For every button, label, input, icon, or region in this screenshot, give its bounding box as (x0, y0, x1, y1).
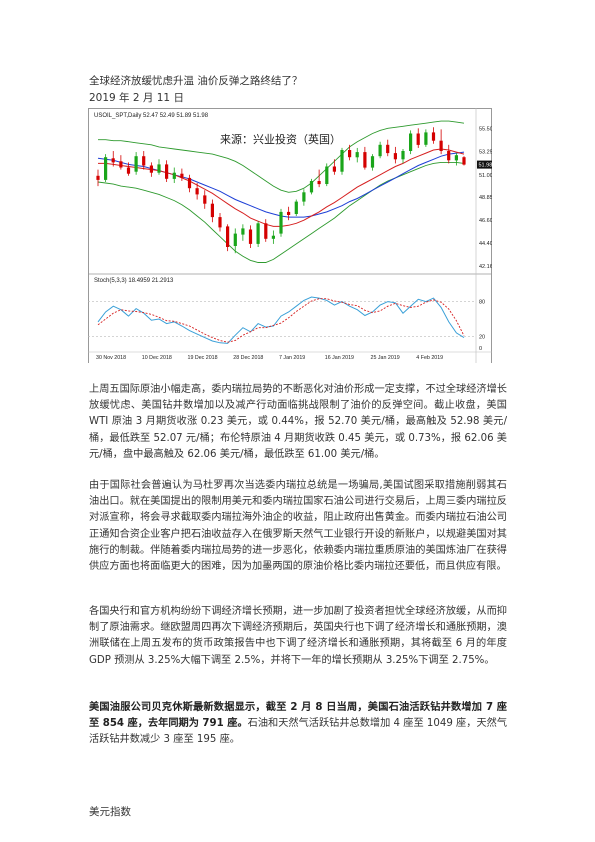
price-tick-label: 48.85 (479, 195, 492, 201)
candle-body (287, 211, 291, 215)
candle-body (203, 195, 207, 204)
candle-body (149, 165, 153, 173)
article-headline: 全球经济放缓忧虑升温 油价反弹之路终结了？ (89, 75, 303, 87)
price-tick-label: 55.50 (479, 126, 492, 132)
date-tick-label: 16 Jan 2019 (325, 355, 354, 361)
candle-body (271, 235, 275, 239)
candle-body (363, 152, 367, 168)
price-tick-label: 46.60 (479, 218, 492, 224)
candle-body (119, 161, 123, 168)
chart-frame (88, 108, 492, 363)
candle-body (157, 164, 161, 173)
candle-body (416, 133, 420, 145)
candle-body (142, 156, 146, 166)
candle-body (256, 223, 260, 244)
candle-body (409, 133, 413, 151)
candle-body (355, 152, 359, 158)
candle-body (378, 144, 382, 157)
date-tick-label: 7 Jan 2019 (279, 355, 305, 361)
candle-body (233, 233, 237, 246)
candle-body (264, 223, 268, 239)
price-tick-label: 53.25 (479, 150, 492, 156)
stoch-k-line (97, 296, 465, 344)
candle-body (317, 181, 321, 185)
bollinger-lower-line (97, 161, 465, 263)
candle-body (302, 192, 306, 202)
candle-body (104, 157, 108, 180)
paragraph-3: 各国央行和官方机构纷纷下调经济增长预期，进一步加剧了投资者担忧全球经济放缓，从而… (89, 606, 507, 666)
candle-body (226, 226, 230, 247)
candle-body (431, 132, 436, 141)
stoch-tick-label: 80 (479, 300, 485, 306)
price-chart: 55.50 53.25 51.00 48.85 46.60 44.40 42.16 51.98… (88, 108, 492, 363)
candle-body (248, 229, 253, 244)
candle-body (279, 211, 283, 234)
candle-body (134, 156, 138, 172)
candle-body (165, 164, 169, 179)
price-tick-label: 44.40 (479, 241, 492, 247)
stoch-tick-label: 20 (479, 334, 485, 340)
paragraph-1: 上周五国际原油小幅走高，委内瑞拉局势的不断恶化对油价形成一定支撑，不过全球经济增… (89, 384, 507, 460)
candle-body (386, 144, 390, 154)
date-tick-label: 25 Jan 2019 (371, 355, 400, 361)
candle-body (424, 132, 428, 145)
chart-title: USOIL_SPT,Daily 52.47 52.49 51.89 51.98 (94, 113, 209, 119)
candle-body (439, 140, 443, 151)
candle-body (187, 177, 192, 189)
bollinger-upper-line (98, 120, 465, 193)
paragraph-4-rest: 石油和天然气活跃钻井总数增加 4 座至 1049 座，天然气活跃钻井数减少 3 … (89, 718, 508, 746)
candle-body (332, 166, 336, 172)
paragraph-4: 美国油服公司贝克休斯最新数据显示，截至 2 月 8 日当周，美国石油活跃钻井数增… (89, 700, 507, 749)
last-price-marker (477, 160, 492, 169)
date-tick-label: 30 Nov 2018 (96, 355, 126, 361)
candle-body (340, 150, 344, 172)
candle-body (370, 156, 375, 168)
candle-body (325, 166, 329, 184)
paragraph-4-bold: 美国油服公司贝克休斯最新数据显示，截至 2 月 8 日当周，美国石油活跃钻井数增… (89, 702, 507, 730)
candle-body (180, 173, 184, 178)
price-tick-label: 51.00 (479, 173, 492, 179)
stoch-tick-label: 0 (479, 346, 482, 352)
candle-body (96, 175, 100, 180)
stoch-d-line (97, 298, 465, 343)
date-tick-label: 4 Feb 2019 (416, 355, 443, 361)
candle-body (348, 150, 352, 158)
stoch-label: Stoch(5,3,3) 18.4959 21.2913 (94, 278, 174, 284)
candle-body (218, 217, 222, 228)
date-tick-label: 19 Dec 2018 (188, 355, 218, 361)
section-subheading: 美元指数 (89, 806, 131, 818)
article-date: 2019 年 2 月 11 日 (89, 92, 184, 104)
candle-body (210, 203, 214, 218)
candle-body (401, 151, 405, 160)
price-tick-label: 42.16 (479, 264, 492, 270)
chart-watermark: 来源：兴业投资（英国） (220, 132, 341, 146)
last-price-label: 51.98 (479, 163, 493, 169)
candle-body (126, 167, 131, 174)
candle-body (447, 151, 451, 161)
paragraph-2: 由于国际社会普遍认为马杜罗再次当选委内瑞拉总统是一场骗局,美国试图采取措施削弱其… (89, 480, 507, 573)
candle-body (393, 153, 397, 160)
date-tick-label: 10 Dec 2018 (142, 355, 172, 361)
candle-body (462, 157, 466, 165)
candle-body (111, 158, 115, 163)
candle-body (195, 188, 199, 195)
candle-body (454, 155, 458, 161)
date-tick-label: 28 Dec 2018 (233, 355, 263, 361)
candle-body (309, 181, 314, 193)
candle-body (241, 228, 245, 235)
candle-body (294, 201, 298, 214)
candle-body (172, 172, 176, 179)
